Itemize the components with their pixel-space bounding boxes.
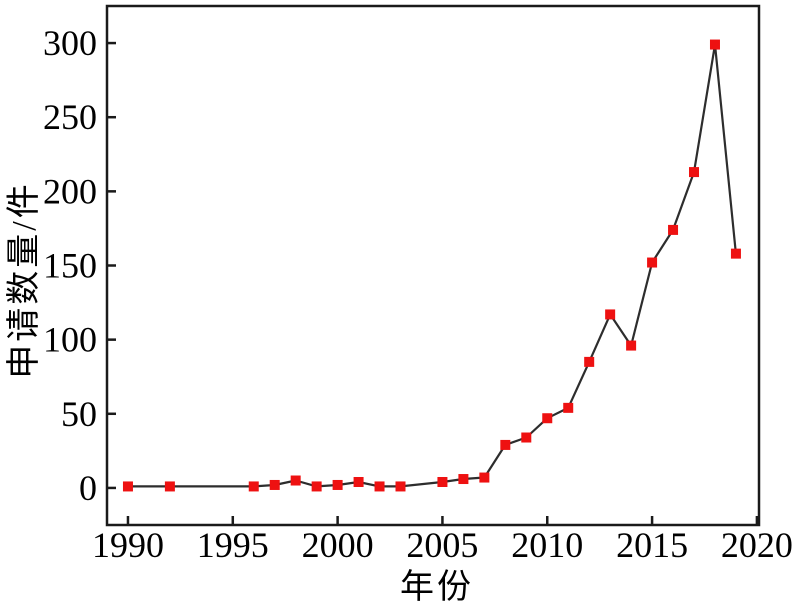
x-tick-label: 2010 — [511, 525, 583, 565]
data-point-marker — [374, 481, 385, 492]
data-point-marker — [437, 476, 448, 487]
x-tick-label: 2005 — [406, 525, 478, 565]
y-tick-label: 250 — [43, 97, 97, 137]
y-tick-label: 100 — [43, 320, 97, 360]
y-tick-label: 0 — [79, 468, 97, 508]
x-axis-title: 年份 — [400, 569, 474, 606]
data-point-marker — [668, 224, 679, 235]
data-point-marker — [395, 481, 406, 492]
x-tick-label: 1990 — [92, 525, 164, 565]
data-point-marker — [164, 481, 175, 492]
data-point-marker — [122, 481, 133, 492]
data-point-marker — [563, 402, 574, 413]
data-point-marker — [584, 356, 595, 367]
data-point-marker — [689, 167, 700, 178]
y-axis-title: 申请数量/件 — [6, 181, 43, 379]
data-point-marker — [458, 474, 469, 485]
plot-frame — [105, 4, 761, 527]
data-point-marker — [605, 309, 616, 320]
data-point-marker — [290, 475, 301, 486]
data-point-marker — [500, 439, 511, 450]
y-tick-label: 200 — [43, 171, 97, 211]
x-tick-label: 1995 — [197, 525, 269, 565]
data-point-marker — [311, 481, 322, 492]
data-point-marker — [647, 257, 658, 268]
data-point-marker — [626, 340, 637, 351]
x-tick-label: 2020 — [721, 525, 793, 565]
data-line — [128, 43, 737, 488]
data-point-marker — [479, 472, 490, 483]
x-tick-label: 2000 — [302, 525, 374, 565]
data-point-marker — [269, 479, 280, 490]
data-point-marker — [730, 248, 741, 259]
y-tick-label: 50 — [61, 394, 97, 434]
x-tick-label: 2015 — [616, 525, 688, 565]
data-point-marker — [542, 413, 553, 424]
data-point-marker — [709, 39, 720, 50]
data-point-marker — [353, 476, 364, 487]
data-point-marker — [332, 479, 343, 490]
y-tick-label: 150 — [43, 246, 97, 286]
data-point-marker — [248, 481, 259, 492]
data-point-marker — [521, 432, 532, 443]
y-tick-label: 300 — [43, 23, 97, 63]
